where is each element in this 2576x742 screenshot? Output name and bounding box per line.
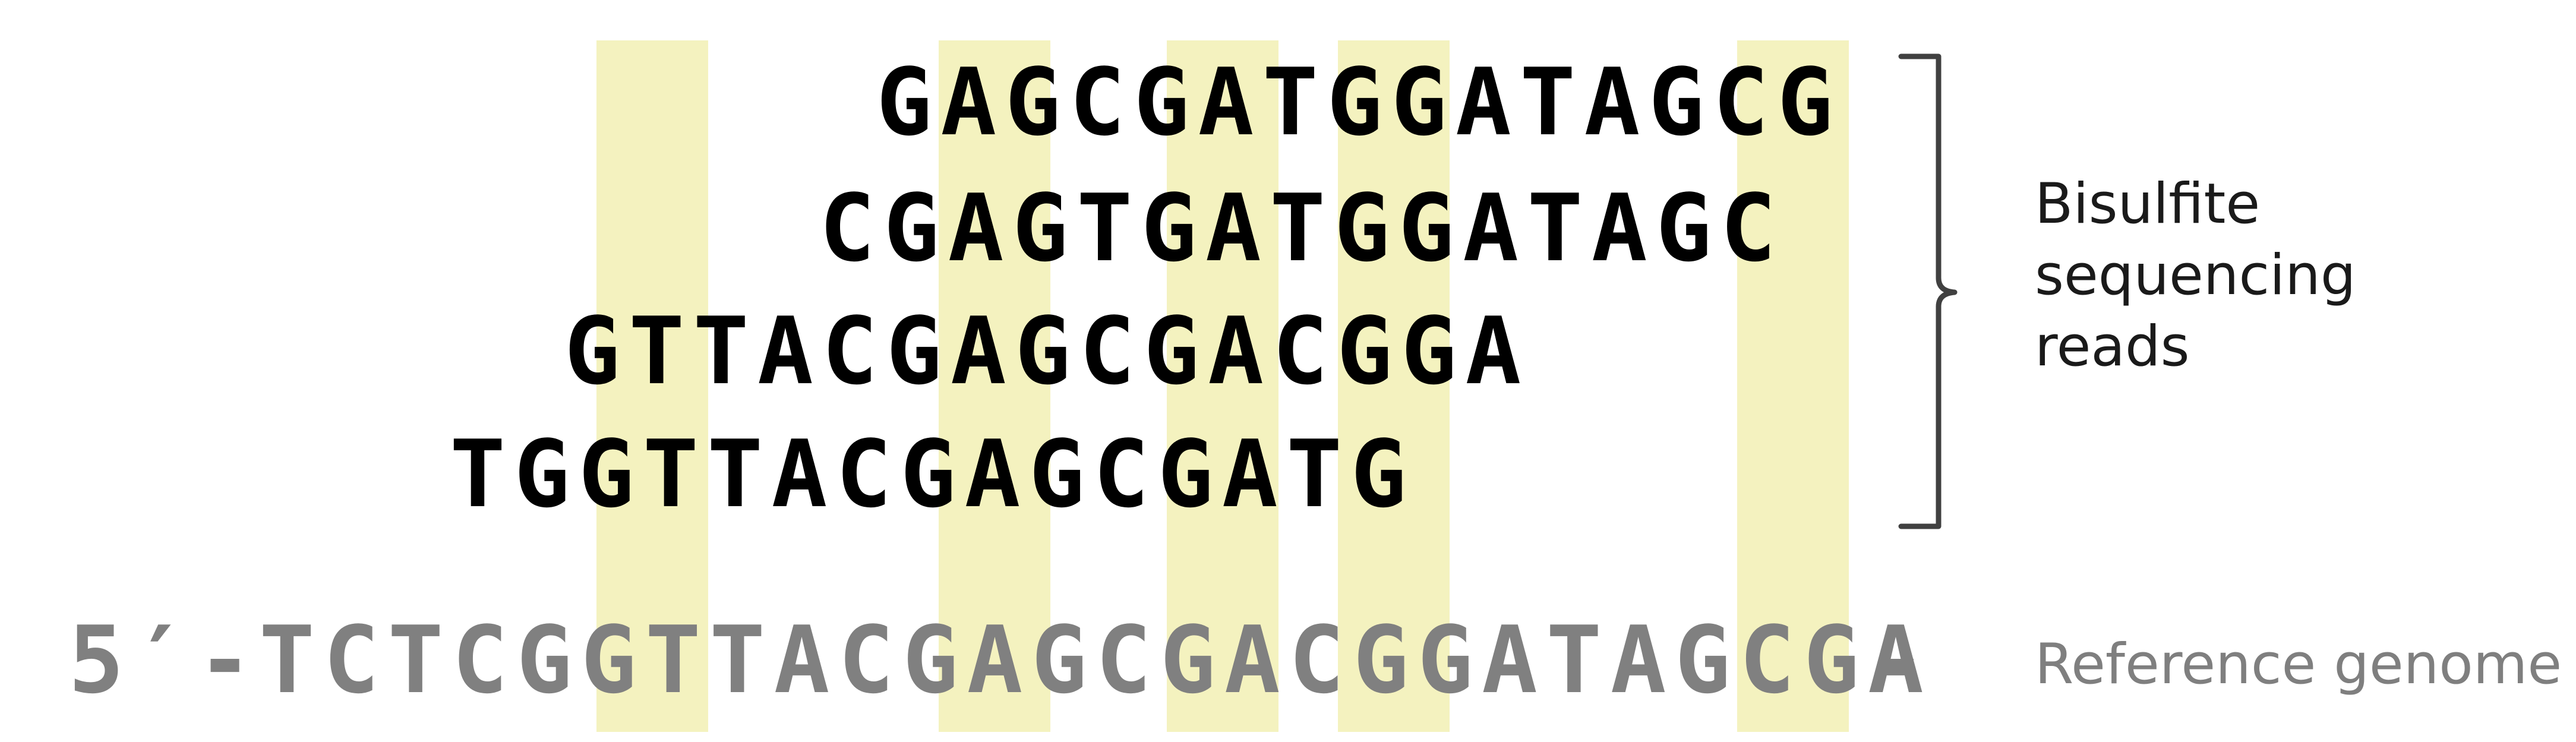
read-sequence-2: CGAGTGATGGATAGC (819, 174, 1785, 282)
cpg-highlight-5 (1737, 40, 1849, 732)
reads-label: Bisulfite sequencing reads (2035, 172, 2356, 379)
reference-genome-label: Reference genome (2035, 632, 2562, 697)
reference-sequence: TCTCGGTTACGAGCGACGGATAGCGA (259, 606, 1932, 714)
reads-label-line-1: Bisulfite (2035, 172, 2260, 236)
cpg-highlight-columns (596, 40, 1849, 732)
read-sequence-4: TGGTTACGAGCGATG (450, 420, 1415, 528)
cpg-highlight-1 (596, 40, 708, 732)
cpg-highlight-3 (1167, 40, 1278, 732)
read-sequence-3: GTTACGAGCGACGGA (564, 297, 1530, 405)
reference-suffix: - (1871, 606, 1936, 714)
reads-label-line-2: sequencing (2035, 243, 2356, 308)
reads-label-line-3: reads (2035, 314, 2190, 379)
read-sequence-1: GAGCGATGGATAGCG (876, 48, 1842, 156)
cpg-highlight-4 (1338, 40, 1450, 732)
reads-brace (1898, 53, 1958, 529)
cpg-highlight-2 (939, 40, 1050, 732)
reference-genome-sequence: 5′- TCTCGGTTACGAGCGACGGATAGCGA - (68, 606, 1936, 714)
bisulfite-reads: GAGCGATGGATAGCG CGAGTGATGGATAGC GTTACGAG… (450, 48, 1842, 528)
reference-prefix: 5′- (68, 606, 261, 714)
